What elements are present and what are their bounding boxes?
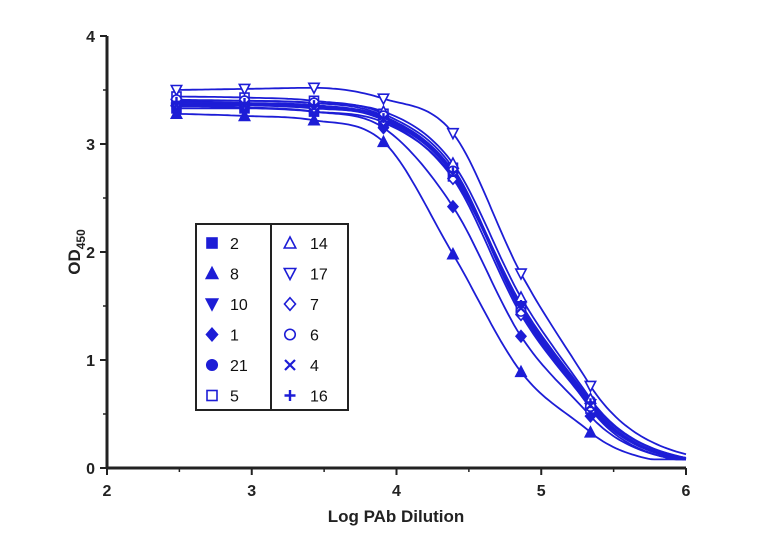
series-line-17 xyxy=(176,86,687,456)
legend-label: 16 xyxy=(310,389,328,406)
legend: 2 8 10 1 21 5 14 17 7 6 4 16 xyxy=(195,223,349,411)
legend-marker xyxy=(283,328,297,341)
data-point-1 xyxy=(446,199,459,214)
legend-item-14: 14 xyxy=(282,235,328,253)
data-point-17 xyxy=(376,93,390,106)
legend-item-7: 7 xyxy=(283,296,319,314)
data-point-16 xyxy=(239,98,250,108)
data-point-16 xyxy=(516,299,526,310)
legend-label: 4 xyxy=(310,358,319,375)
data-point-16 xyxy=(378,113,389,124)
legend-label: 10 xyxy=(230,297,248,314)
legend-marker xyxy=(282,267,298,282)
x-tick-label: 4 xyxy=(392,483,401,500)
legend-marker xyxy=(282,235,298,249)
data-point-16 xyxy=(171,96,182,107)
legend-marker xyxy=(205,327,219,342)
legend-label: 17 xyxy=(310,267,328,284)
y-axis-title-subscript: 450 xyxy=(74,229,88,249)
legend-marker xyxy=(204,265,220,280)
curves-layer xyxy=(176,86,687,461)
legend-item-21: 21 xyxy=(205,358,248,375)
data-point-8 xyxy=(169,106,183,120)
y-axis-title: OD450 xyxy=(65,229,88,275)
legend-label: 5 xyxy=(230,389,239,406)
x-axis-title: Log PAb Dilution xyxy=(328,507,465,526)
data-point-17 xyxy=(514,268,528,281)
data-point-17 xyxy=(446,127,460,141)
data-point-17 xyxy=(169,84,183,98)
x-tick-label: 2 xyxy=(103,483,112,500)
data-point-16 xyxy=(309,100,319,111)
series-line-16 xyxy=(176,101,687,460)
ticks-layer: 2 3 4 5 6 0 1 2 3 4 xyxy=(86,29,690,500)
data-point-8 xyxy=(238,108,252,122)
legend-item-2: 2 xyxy=(206,236,239,253)
legend-label: 21 xyxy=(230,358,248,375)
legend-marker xyxy=(205,358,219,372)
legend-item-17: 17 xyxy=(282,267,328,284)
legend-item-5: 5 xyxy=(206,389,239,406)
markers-layer xyxy=(169,82,597,438)
legend-item-1: 1 xyxy=(205,327,239,345)
legend-item-16: 16 xyxy=(284,389,328,406)
x-tick-label: 3 xyxy=(247,483,256,500)
legend-marker xyxy=(204,298,220,312)
data-point-17 xyxy=(307,82,321,95)
y-tick-label: 0 xyxy=(86,461,95,478)
legend-marker xyxy=(283,296,297,312)
y-axis-title-main: OD xyxy=(65,249,84,275)
y-tick-label: 3 xyxy=(86,137,95,154)
legend-label: 2 xyxy=(230,236,239,253)
legend-marker xyxy=(284,390,296,401)
y-tick-label: 2 xyxy=(86,245,95,262)
data-point-1 xyxy=(377,120,390,135)
legend-label: 6 xyxy=(310,328,319,345)
series-line-4 xyxy=(176,104,687,461)
legend-item-10: 10 xyxy=(204,297,248,314)
legend-label: 7 xyxy=(310,297,319,314)
legend-label: 8 xyxy=(230,267,239,284)
x-tick-label: 6 xyxy=(682,483,691,500)
data-point-16 xyxy=(448,167,458,178)
legend-marker xyxy=(284,359,296,371)
legend-item-8: 8 xyxy=(204,265,239,284)
legend-label: 14 xyxy=(310,236,328,253)
data-point-8 xyxy=(583,425,597,438)
data-point-1 xyxy=(514,329,528,344)
data-point-17 xyxy=(238,83,252,97)
data-point-8 xyxy=(446,247,460,260)
legend-marker xyxy=(206,389,218,402)
data-point-8 xyxy=(376,134,390,148)
x-tick-label: 5 xyxy=(537,483,546,500)
legend-marker xyxy=(206,237,218,249)
legend-item-6: 6 xyxy=(283,328,319,345)
series-line-1 xyxy=(176,105,686,461)
series-line-5 xyxy=(176,95,686,461)
y-tick-label: 1 xyxy=(86,353,95,370)
legend-item-4: 4 xyxy=(284,358,319,375)
data-point-8 xyxy=(307,113,321,126)
series-line-8 xyxy=(176,112,686,461)
legend-label: 1 xyxy=(230,328,239,345)
data-point-8 xyxy=(514,364,528,378)
data-point-17 xyxy=(583,380,597,394)
y-tick-label: 4 xyxy=(86,29,95,46)
data-point-16 xyxy=(585,398,596,409)
